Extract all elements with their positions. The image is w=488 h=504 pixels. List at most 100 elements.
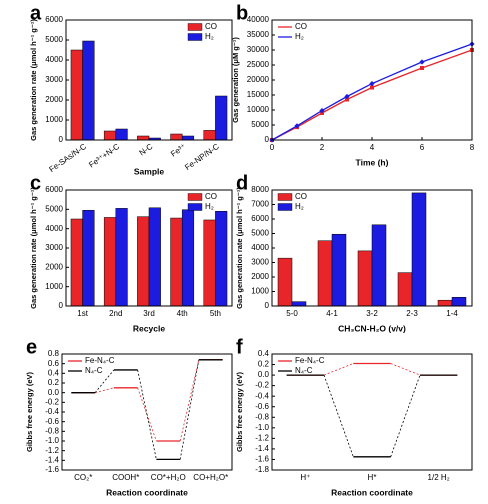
connector xyxy=(179,359,200,442)
bar xyxy=(437,299,453,307)
connector xyxy=(94,369,115,393)
y-tick-label: 8000 xyxy=(251,185,269,194)
y-axis-label: Gas generation rate (μmol h⁻¹ g⁻¹) xyxy=(29,19,38,141)
legend-label: CO xyxy=(205,22,217,31)
y-tick-label: 0.4 xyxy=(48,368,60,377)
bar xyxy=(397,272,413,307)
y-tick-label: -1.4 xyxy=(45,455,59,464)
x-tick-label: Fe³⁺+N-C xyxy=(87,142,121,170)
y-tick-label: 5000 xyxy=(45,35,63,44)
x-tick-label: 5-0 xyxy=(286,309,298,318)
y-tick-label: 3000 xyxy=(45,243,63,252)
x-tick-label: 5th xyxy=(210,309,221,318)
legend-swatch xyxy=(187,193,203,201)
y-tick-label: -0.6 xyxy=(45,417,59,426)
legend-label: N₄-C xyxy=(85,366,103,375)
y-tick-label: -0.2 xyxy=(45,397,59,406)
y-tick-label: 40000 xyxy=(247,15,270,24)
x-tick-label: 2 xyxy=(320,143,325,152)
x-tick-label: COOH* xyxy=(112,473,139,482)
bar xyxy=(371,224,387,307)
panel-letter: c xyxy=(30,172,41,194)
y-tick-label: 6000 xyxy=(251,214,269,223)
plot-frame xyxy=(271,353,473,471)
x-tick-label: H* xyxy=(368,473,377,482)
x-axis-label: Reaction coordinate xyxy=(106,487,188,497)
y-tick-label: 7000 xyxy=(251,200,269,209)
legend-swatch xyxy=(277,203,293,211)
legend-label: CO xyxy=(295,22,307,31)
y-axis-label: Gas generation rate (μmol h⁻¹ g⁻¹) xyxy=(29,187,38,309)
bar xyxy=(203,219,216,307)
y-tick-label: 0.4 xyxy=(258,349,270,358)
x-tick-label: N-C xyxy=(138,142,155,158)
bar xyxy=(70,49,83,141)
y-axis-label: Gibbs free energy (eV) xyxy=(25,371,34,452)
x-tick-label: CO+H₂O* xyxy=(193,473,228,482)
y-tick-label: -1.4 xyxy=(255,444,269,453)
marker xyxy=(419,59,425,65)
x-tick-label: Fe-SAs/N-C xyxy=(47,142,88,174)
y-tick-label: 5000 xyxy=(251,229,269,238)
y-tick-label: -0.4 xyxy=(45,407,59,416)
y-tick-label: 2000 xyxy=(45,262,63,271)
x-tick-label: CO₂* xyxy=(74,473,92,482)
marker xyxy=(370,85,374,90)
x-tick-label: 0 xyxy=(270,143,275,152)
y-tick-label: -1.0 xyxy=(255,423,269,432)
bar xyxy=(115,208,128,307)
bar xyxy=(82,210,95,307)
legend-swatch xyxy=(187,203,203,211)
y-tick-label: 2000 xyxy=(45,95,63,104)
x-tick-label: 2nd xyxy=(109,309,122,318)
y-tick-label: -0.2 xyxy=(255,381,269,390)
y-tick-label: -1.6 xyxy=(45,465,59,474)
y-tick-label: 0.2 xyxy=(48,378,60,387)
y-tick-label: 4000 xyxy=(251,243,269,252)
x-tick-label: CO*+H₂O xyxy=(151,473,186,482)
y-tick-label: 35000 xyxy=(247,30,270,39)
x-tick-label: 4 xyxy=(370,143,375,152)
y-tick-label: 20000 xyxy=(247,75,270,84)
y-tick-label: -1.2 xyxy=(255,433,269,442)
plot-frame xyxy=(61,353,233,471)
legend-swatch xyxy=(277,193,293,201)
x-tick-label: 3rd xyxy=(143,309,155,318)
x-tick-label: 8 xyxy=(470,143,475,152)
bar xyxy=(357,250,373,307)
x-axis-label: CH₃CN-H₂O (v/v) xyxy=(338,323,406,333)
marker xyxy=(369,81,375,87)
bar xyxy=(317,240,333,307)
bar xyxy=(181,209,195,307)
bar xyxy=(103,217,117,307)
bar xyxy=(137,135,150,141)
x-tick-label: 1/2 H₂ xyxy=(428,473,450,482)
y-tick-label: 1000 xyxy=(45,282,63,291)
connector xyxy=(323,374,354,457)
bar xyxy=(215,95,228,141)
y-tick-label: 6000 xyxy=(45,15,63,24)
panel-letter: a xyxy=(30,2,42,24)
line xyxy=(271,43,473,141)
x-axis-label: Recycle xyxy=(133,323,165,333)
legend-label: Fe-N₄-C xyxy=(295,356,325,365)
y-tick-label: -0.8 xyxy=(255,412,269,421)
y-tick-label: 10000 xyxy=(247,105,270,114)
bar xyxy=(451,297,467,307)
x-tick-label: 4-1 xyxy=(326,309,338,318)
x-tick-label: 6 xyxy=(420,143,425,152)
legend-swatch xyxy=(187,23,203,31)
bar xyxy=(181,135,195,141)
y-tick-label: 4000 xyxy=(45,55,63,64)
bar xyxy=(291,301,307,307)
bar xyxy=(170,133,183,141)
line xyxy=(271,49,473,141)
bar xyxy=(331,233,347,307)
marker xyxy=(319,108,325,114)
y-tick-label: 0.0 xyxy=(258,370,270,379)
y-tick-label: -0.8 xyxy=(45,426,59,435)
marker xyxy=(294,123,300,129)
x-tick-label: 3-2 xyxy=(366,309,378,318)
y-tick-label: 0.6 xyxy=(48,359,60,368)
